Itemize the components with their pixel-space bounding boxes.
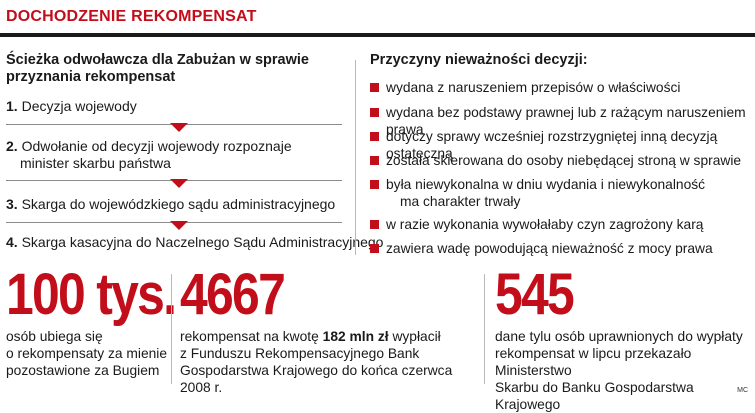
appeal-step: 2. Odwołanie od decyzji wojewody rozpozn… — [6, 138, 292, 172]
down-arrow-icon — [170, 123, 188, 132]
reason-text-cont: ma charakter trwały — [400, 194, 521, 209]
step-divider — [6, 123, 342, 132]
appeal-path-title-line1: Ścieżka odwoławcza dla Zabużan w sprawie — [6, 52, 309, 68]
stat-value: 4667 — [180, 262, 286, 327]
bullet-square-icon — [370, 156, 379, 165]
bullet-square-icon — [370, 180, 379, 189]
stat-description: osób ubiega się o rekompensaty za mienie… — [6, 328, 171, 379]
stat-value: 100 tys. — [6, 262, 177, 327]
stat-divider — [484, 274, 485, 384]
stat-line: dane tylu osób uprawnionych do wypłaty — [495, 329, 743, 344]
stat-line: Skarbu do Banku Gospodarstwa Krajowego — [495, 380, 694, 412]
appeal-path-title-line2: przyznania rekompensat — [6, 69, 176, 85]
stat-line: osób ubiega się — [6, 329, 103, 344]
stat-line-text: wypłacił — [388, 329, 441, 344]
list-item: była niewykonalna w dniu wydania i niewy… — [370, 176, 750, 210]
step-number: 1. — [6, 98, 18, 114]
bullet-square-icon — [370, 132, 379, 141]
list-item: zawiera wadę powodującą nieważność z moc… — [370, 240, 750, 257]
reason-text: została skierowana do osoby niebędącej s… — [386, 153, 742, 168]
stat-divider — [171, 274, 172, 384]
step-number: 3. — [6, 196, 18, 212]
stat-line: Gospodarstwa Krajowego do końca czerwca … — [180, 363, 453, 395]
list-item: dotyczy sprawy wcześniej rozstrzygniętej… — [370, 128, 750, 162]
stats-row: 100 tys. osób ubiega się o rekompensaty … — [0, 262, 755, 413]
reason-text: wydana bez podstawy prawnej lub z rażący… — [386, 105, 746, 137]
stat-description: rekompensat na kwotę 182 mln zł wypłacił… — [180, 328, 480, 396]
step-text: Odwołanie od decyzji wojewody rozpoznaje — [21, 138, 292, 154]
nullity-reasons-section: Przyczyny nieważności decyzji: wydana z … — [370, 52, 750, 256]
step-divider — [6, 221, 342, 230]
stat-claimants: 100 tys. osób ubiega się o rekompensaty … — [6, 262, 177, 379]
step-text-cont: minister skarbu państwa — [20, 155, 171, 171]
step-divider — [6, 179, 342, 188]
reason-text: w razie wykonania wywołałaby czyn zagroż… — [386, 217, 704, 232]
step-text: Skarga do wojewódzkiego sądu administrac… — [21, 196, 336, 212]
author-credit: MC — [737, 387, 748, 394]
stat-description: dane tylu osób uprawnionych do wypłaty r… — [495, 328, 750, 413]
step-number: 2. — [6, 138, 18, 154]
step-number: 4. — [6, 234, 18, 250]
stat-line: z Funduszu Rekompensacyjnego Bank — [180, 346, 420, 361]
bullet-square-icon — [370, 83, 379, 92]
appeal-path-section: Ścieżka odwoławcza dla Zabużan w sprawie… — [6, 52, 383, 250]
column-divider — [355, 60, 356, 255]
appeal-step: 4. Skarga kasacyjna do Naczelnego Sądu A… — [6, 234, 383, 251]
stat-value: 545 — [495, 262, 575, 327]
step-text: Decyzja wojewody — [21, 98, 137, 114]
stat-compensations: 4667 rekompensat na kwotę 182 mln zł wyp… — [180, 266, 480, 396]
appeal-step: 3. Skarga do wojewódzkiego sądu administ… — [6, 196, 335, 213]
stat-line: rekompensat na kwotę 182 mln zł wypłacił — [180, 328, 480, 345]
list-item: została skierowana do osoby niebędącej s… — [370, 152, 750, 169]
down-arrow-icon — [170, 179, 188, 188]
bullet-square-icon — [370, 108, 379, 117]
stat-amount: 182 mln zł — [322, 329, 389, 344]
bullet-square-icon — [370, 244, 379, 253]
list-item: wydana bez podstawy prawnej lub z rażący… — [370, 104, 750, 138]
appeal-step: 1. Decyzja wojewody — [6, 98, 137, 115]
reason-text: była niewykonalna w dniu wydania i niewy… — [386, 177, 706, 192]
reason-text: zawiera wadę powodującą nieważność z moc… — [386, 241, 713, 256]
nullity-reasons-title: Przyczyny nieważności decyzji: — [370, 52, 588, 68]
stat-line-text: rekompensat na kwotę — [180, 329, 323, 344]
step-text: Skarga kasacyjna do Naczelnego Sądu Admi… — [21, 234, 384, 250]
header: DOCHODZENIE REKOMPENSAT — [0, 0, 755, 40]
list-item: w razie wykonania wywołałaby czyn zagroż… — [370, 216, 750, 233]
reason-text: dotyczy sprawy wcześniej rozstrzygniętej… — [386, 129, 718, 161]
stat-line: rekompensat w lipcu przekazało Ministers… — [495, 346, 692, 378]
reason-text: wydana z naruszeniem przepisów o właściw… — [386, 80, 681, 95]
bullet-square-icon — [370, 220, 379, 229]
header-rule — [0, 33, 755, 37]
header-title: DOCHODZENIE REKOMPENSAT — [6, 8, 257, 25]
stat-transferred: 545 dane tylu osób uprawnionych do wypła… — [495, 266, 750, 413]
stat-line: pozostawione za Bugiem — [6, 363, 160, 378]
list-item: wydana z naruszeniem przepisów o właściw… — [370, 79, 750, 96]
stat-line: o rekompensaty za mienie — [6, 346, 168, 361]
appeal-path-title: Ścieżka odwoławcza dla Zabużan w sprawie… — [6, 52, 342, 86]
down-arrow-icon — [170, 221, 188, 230]
